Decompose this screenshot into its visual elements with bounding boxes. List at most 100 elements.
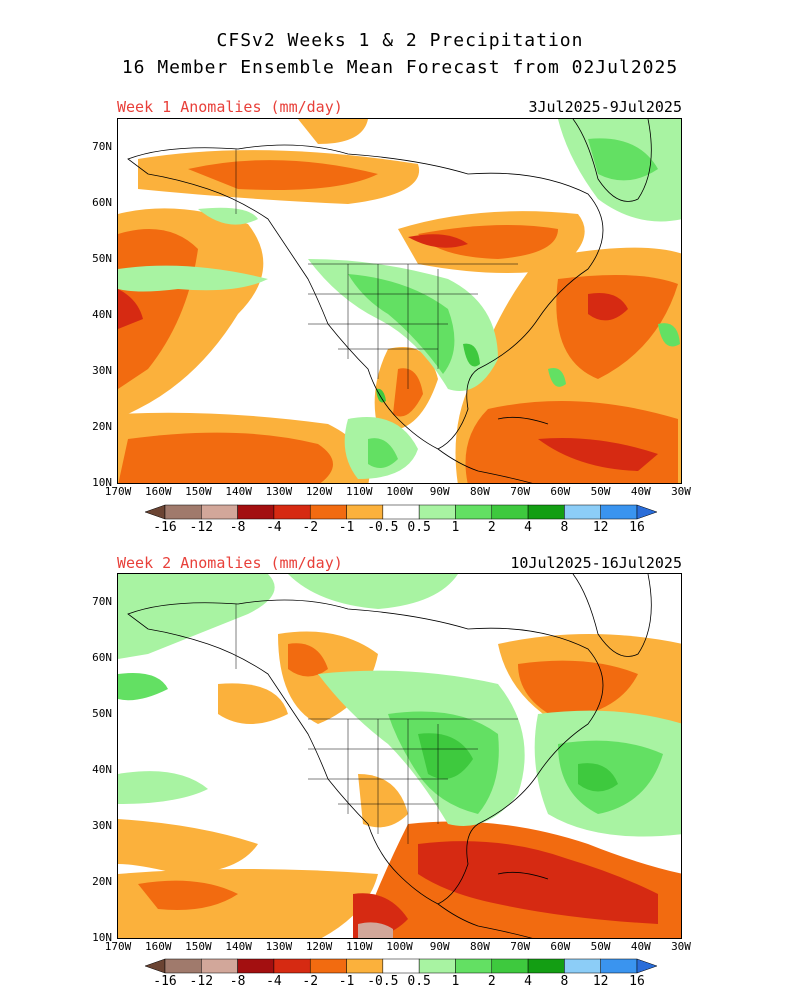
- lon-tick: 50W: [590, 940, 611, 953]
- colorbar-label: 0.5: [407, 520, 431, 535]
- colorbar-segment: [455, 958, 493, 974]
- colorbar-label: -2: [302, 974, 319, 989]
- colorbar-label: -8: [229, 520, 246, 535]
- colorbar-segment: [418, 504, 456, 520]
- colorbar-segment: [564, 958, 601, 974]
- colorbar-label: 8: [560, 520, 569, 535]
- colorbar-label: -8: [229, 974, 246, 989]
- lon-tick: 40W: [630, 940, 651, 953]
- colorbar-segment: [382, 504, 420, 520]
- colorbar-segment: [600, 504, 638, 520]
- colorbar-segment: [491, 958, 529, 974]
- figure-title: CFSv2 Weeks 1 & 2 Precipitation: [216, 30, 584, 51]
- colorbar-segment: [237, 958, 275, 974]
- colorbar-label: 2: [487, 520, 496, 535]
- lat-tick: 20N: [92, 875, 112, 888]
- lon-tick: 130W: [265, 940, 293, 953]
- colorbar-label: 12: [592, 520, 609, 535]
- lat-tick: 50N: [92, 252, 112, 265]
- figure-subtitle: 16 Member Ensemble Mean Forecast from 02…: [121, 57, 679, 78]
- colorbar-label: -0.5: [367, 520, 399, 535]
- lat-tick: 40N: [92, 763, 112, 776]
- lon-tick: 110W: [346, 485, 373, 498]
- colorbar-segment: [455, 504, 493, 520]
- colorbar-label: -4: [266, 520, 282, 535]
- lon-tick: 50W: [590, 485, 611, 498]
- lon-tick: 60W: [550, 485, 571, 498]
- colorbar-segment: [237, 504, 275, 520]
- colorbar-segment: [309, 504, 347, 520]
- lon-tick: 120W: [305, 485, 333, 498]
- lon-tick: 30W: [671, 940, 691, 953]
- colorbar-label: -12: [189, 520, 214, 535]
- colorbar-label: 0.5: [407, 974, 431, 989]
- lon-tick: 30W: [671, 485, 691, 498]
- lon-tick: 150W: [185, 940, 212, 953]
- colorbar-label: -12: [189, 974, 214, 989]
- extreme-dry-patch: [358, 922, 393, 938]
- lon-tick: 100W: [386, 485, 413, 498]
- lon-tick: 150W: [185, 485, 212, 498]
- colorbar-label: 1: [451, 974, 460, 989]
- colorbar-segment: [418, 958, 456, 974]
- lon-tick: 90W: [429, 940, 450, 953]
- colorbar-extend-low: [145, 504, 166, 520]
- political-borders: [235, 604, 518, 844]
- colorbar-segment: [273, 504, 311, 520]
- lon-tick: 140W: [225, 485, 252, 498]
- lon-tick: 120W: [305, 940, 333, 953]
- colorbar-label: -1: [338, 974, 355, 989]
- colorbar-segment: [491, 504, 529, 520]
- colorbar-label: 1: [451, 520, 460, 535]
- panel-1-dates: 3Jul2025-9Jul2025: [528, 98, 682, 116]
- colorbar-extend-high: [636, 504, 657, 520]
- lon-tick: 80W: [469, 485, 490, 498]
- week-1-colorbar: [145, 504, 657, 520]
- colorbar-segment: [527, 504, 565, 520]
- colorbar-label: 12: [592, 974, 609, 989]
- colorbar-segment: [346, 504, 384, 520]
- colorbar-segment: [201, 958, 238, 974]
- panel-1-title: Week 1 Anomalies (mm/day): [117, 98, 343, 116]
- lat-tick: 70N: [92, 595, 112, 608]
- lat-tick: 10N: [92, 931, 112, 944]
- dry-anomaly-peak: [118, 234, 658, 471]
- colorbar-label: -16: [153, 974, 177, 989]
- lon-tick: 140W: [225, 940, 252, 953]
- week-2-colorbar: [145, 958, 657, 974]
- colorbar-segment: [564, 504, 601, 520]
- panel-2-dates: 10Jul2025-16Jul2025: [510, 554, 682, 572]
- colorbar-segment: [382, 958, 420, 974]
- lon-tick: 160W: [144, 940, 172, 953]
- lon-tick: 130W: [265, 485, 293, 498]
- lon-tick: 80W: [469, 940, 490, 953]
- colorbar-label: 4: [524, 520, 532, 535]
- lon-tick: 70W: [510, 485, 531, 498]
- colorbar-label: 8: [560, 974, 569, 989]
- colorbar-segment: [309, 958, 347, 974]
- lon-tick: 160W: [144, 485, 172, 498]
- lat-tick: 60N: [92, 651, 112, 664]
- lon-tick: 110W: [346, 940, 373, 953]
- lat-tick: 30N: [92, 364, 112, 377]
- lat-tick: 50N: [92, 707, 112, 720]
- lat-tick: 10N: [92, 476, 112, 489]
- panel-2-title: Week 2 Anomalies (mm/day): [117, 554, 343, 572]
- lon-tick: 40W: [630, 485, 651, 498]
- lon-tick: 60W: [550, 940, 571, 953]
- wet-anomaly-peak: [376, 343, 480, 403]
- colorbar-label: 16: [629, 520, 645, 535]
- lat-tick: 40N: [92, 308, 112, 321]
- coastlines: [127, 119, 652, 483]
- lon-tick: 170W: [104, 485, 132, 498]
- colorbar-label: -16: [153, 520, 177, 535]
- week-2-anomaly-map: [117, 573, 682, 939]
- lat-tick: 30N: [92, 819, 112, 832]
- colorbar-label: -1: [338, 520, 355, 535]
- colorbar-label: 4: [524, 974, 532, 989]
- colorbar-segment: [201, 504, 238, 520]
- lon-tick: 170W: [104, 940, 132, 953]
- lat-tick: 70N: [92, 140, 112, 153]
- coastlines: [127, 574, 652, 938]
- wet-anomaly-peak: [418, 733, 618, 792]
